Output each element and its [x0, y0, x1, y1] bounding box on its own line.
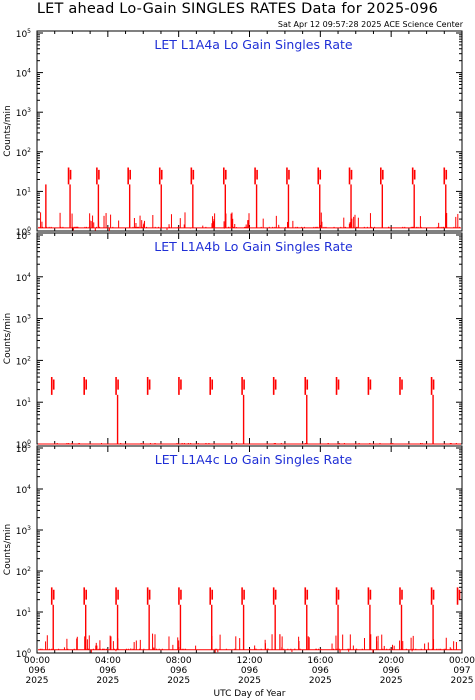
data-burst — [456, 587, 461, 605]
y-axis-label: Counts/min — [3, 105, 13, 156]
data-burst — [178, 377, 182, 395]
panel-title: LET L1A4b Lo Gain Singles Rate — [154, 239, 353, 254]
x-tick-label: 096 — [312, 666, 329, 676]
y-tick-label: 101 — [16, 607, 31, 619]
panel-title: LET L1A4a Lo Gain Singles Rate — [154, 37, 352, 52]
data-burst — [50, 587, 55, 605]
data-burst — [304, 587, 309, 605]
y-tick-label: 103 — [16, 107, 31, 119]
x-tick-label: 16:00 — [307, 656, 333, 666]
data-burst — [335, 377, 340, 395]
data-burst — [399, 377, 403, 395]
data-burst — [367, 377, 372, 395]
y-tick-label: 104 — [16, 272, 31, 284]
x-tick-label: 2025 — [380, 676, 403, 686]
data-burst — [348, 167, 353, 185]
x-tick-label: 096 — [383, 666, 400, 676]
y-tick-label: 100 — [16, 648, 31, 660]
data-burst — [96, 167, 100, 185]
data-burst — [367, 587, 372, 605]
data-burst — [411, 167, 416, 185]
data-burst — [286, 167, 290, 185]
y-tick-label: 100 — [16, 226, 31, 238]
y-tick-label: 105 — [16, 28, 31, 40]
data-burst — [115, 377, 119, 395]
data-burst — [335, 587, 340, 605]
y-tick-label: 103 — [16, 525, 31, 537]
data-burst — [241, 377, 245, 395]
y-tick-label: 104 — [16, 68, 31, 80]
data-burst — [146, 377, 151, 395]
data-burst — [50, 377, 55, 395]
data-burst — [254, 167, 258, 185]
y-tick-label: 105 — [16, 443, 31, 455]
x-tick-label: 2025 — [451, 676, 474, 686]
x-tick-label: 2025 — [238, 676, 261, 686]
data-burst — [443, 167, 448, 185]
data-burst — [430, 377, 435, 395]
data-burst — [158, 167, 163, 185]
data-burst — [380, 167, 384, 185]
x-tick-label: 2025 — [309, 676, 332, 686]
x-tick-label: 097 — [453, 666, 470, 676]
y-tick-label: 102 — [16, 147, 31, 159]
x-tick-label: 2025 — [96, 676, 119, 686]
data-burst — [241, 587, 245, 605]
y-axis-label: Counts/min — [3, 313, 13, 364]
x-tick-label: 12:00 — [237, 656, 263, 666]
data-burst — [127, 167, 131, 185]
y-tick-label: 101 — [16, 186, 31, 198]
generation-timestamp: Sat Apr 12 09:57:28 2025 ACE Science Cen… — [277, 20, 463, 29]
x-tick-label: 2025 — [167, 676, 190, 686]
x-tick-label: 00:00 — [24, 656, 50, 666]
chart-main-title: LET ahead Lo-Gain SINGLES RATES Data for… — [36, 1, 439, 17]
x-tick-label: 096 — [241, 666, 258, 676]
x-tick-label: 096 — [99, 666, 116, 676]
x-tick-label: 096 — [28, 666, 45, 676]
y-tick-label: 100 — [16, 439, 31, 451]
x-tick-label: 2025 — [26, 676, 49, 686]
data-burst — [115, 587, 119, 605]
x-tick-label: 08:00 — [166, 656, 192, 666]
data-burst — [146, 587, 151, 605]
data-burst — [272, 587, 277, 605]
data-burst — [222, 167, 227, 185]
data-burst — [209, 587, 214, 605]
y-tick-label: 104 — [16, 484, 31, 496]
data-burst — [399, 587, 403, 605]
y-tick-label: 102 — [16, 566, 31, 578]
data-burst — [430, 587, 435, 605]
x-tick-label: 096 — [170, 666, 187, 676]
data-burst — [272, 377, 277, 395]
data-burst — [209, 377, 214, 395]
panel-frame — [36, 232, 463, 445]
data-burst — [178, 587, 182, 605]
x-tick-label: 04:00 — [95, 656, 121, 666]
panel-frame — [36, 445, 463, 654]
data-burst — [67, 167, 72, 185]
y-tick-label: 105 — [16, 230, 31, 242]
data-burst — [190, 167, 195, 185]
panel-frame — [36, 30, 463, 232]
x-axis-label: UTC Day of Year — [214, 689, 286, 699]
y-tick-label: 103 — [16, 314, 31, 326]
data-burst — [83, 377, 87, 395]
x-tick-label: 00:00 — [449, 656, 475, 666]
x-tick-label: 20:00 — [378, 656, 404, 666]
y-tick-label: 101 — [16, 397, 31, 409]
data-burst — [304, 377, 309, 395]
panel-title: LET L1A4c Lo Gain Singles Rate — [155, 452, 353, 467]
data-burst — [83, 587, 87, 605]
data-burst — [317, 167, 322, 185]
y-tick-label: 102 — [16, 355, 31, 367]
y-axis-label: Counts/min — [3, 524, 13, 575]
